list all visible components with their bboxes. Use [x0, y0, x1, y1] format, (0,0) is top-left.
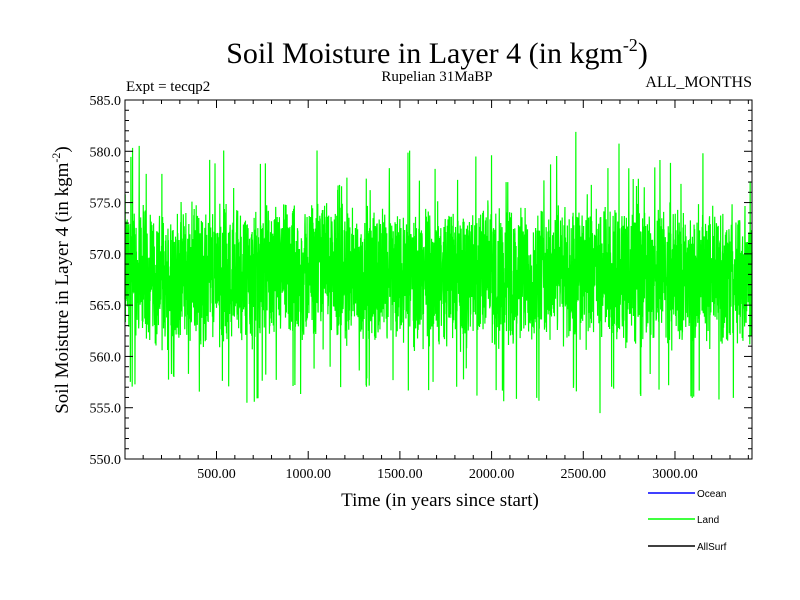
months-label: ALL_MONTHS	[645, 74, 752, 91]
x-tick-label: 1000.00	[285, 467, 331, 482]
x-tick-label: 2500.00	[561, 467, 607, 482]
y-tick-label: 560.0	[90, 350, 122, 365]
legend-label-ocean: Ocean	[697, 489, 726, 500]
y-tick-label: 570.0	[90, 248, 122, 263]
plot-frame	[124, 99, 753, 460]
experiment-label: Expt = tecqp2	[126, 79, 210, 95]
x-tick-label: 2000.00	[469, 467, 515, 482]
legend-label-allsurf: AllSurf	[697, 542, 727, 553]
x-tick-label: 3000.00	[652, 467, 698, 482]
y-tick-label: 555.0	[90, 402, 122, 417]
x-axis-label: Time (in years since start)	[341, 490, 539, 511]
legend: Ocean Land AllSurf	[648, 489, 727, 553]
x-tick-label: 1500.00	[377, 467, 423, 482]
series-land-line	[124, 131, 753, 414]
legend-label-land: Land	[697, 515, 719, 526]
y-tick-label: 575.0	[90, 197, 122, 212]
y-tick-label: 585.0	[90, 94, 122, 109]
chart-title: Soil Moisture in Layer 4 (in kgm-2)	[226, 35, 648, 70]
y-tick-label: 580.0	[90, 145, 122, 160]
period-label: Rupelian 31MaBP	[381, 69, 492, 85]
y-tick-label: 550.0	[90, 453, 122, 468]
y-axis-label: Soil Moisture in Layer 4 (in kgm-2)	[49, 146, 73, 414]
series-layer	[124, 131, 753, 414]
y-tick-label: 565.0	[90, 299, 122, 314]
x-tick-label: 500.00	[197, 467, 236, 482]
ticks-layer: 550.0 555.0 560.0 565.0 570.0 575.0 580.0 585.0…	[90, 94, 752, 482]
